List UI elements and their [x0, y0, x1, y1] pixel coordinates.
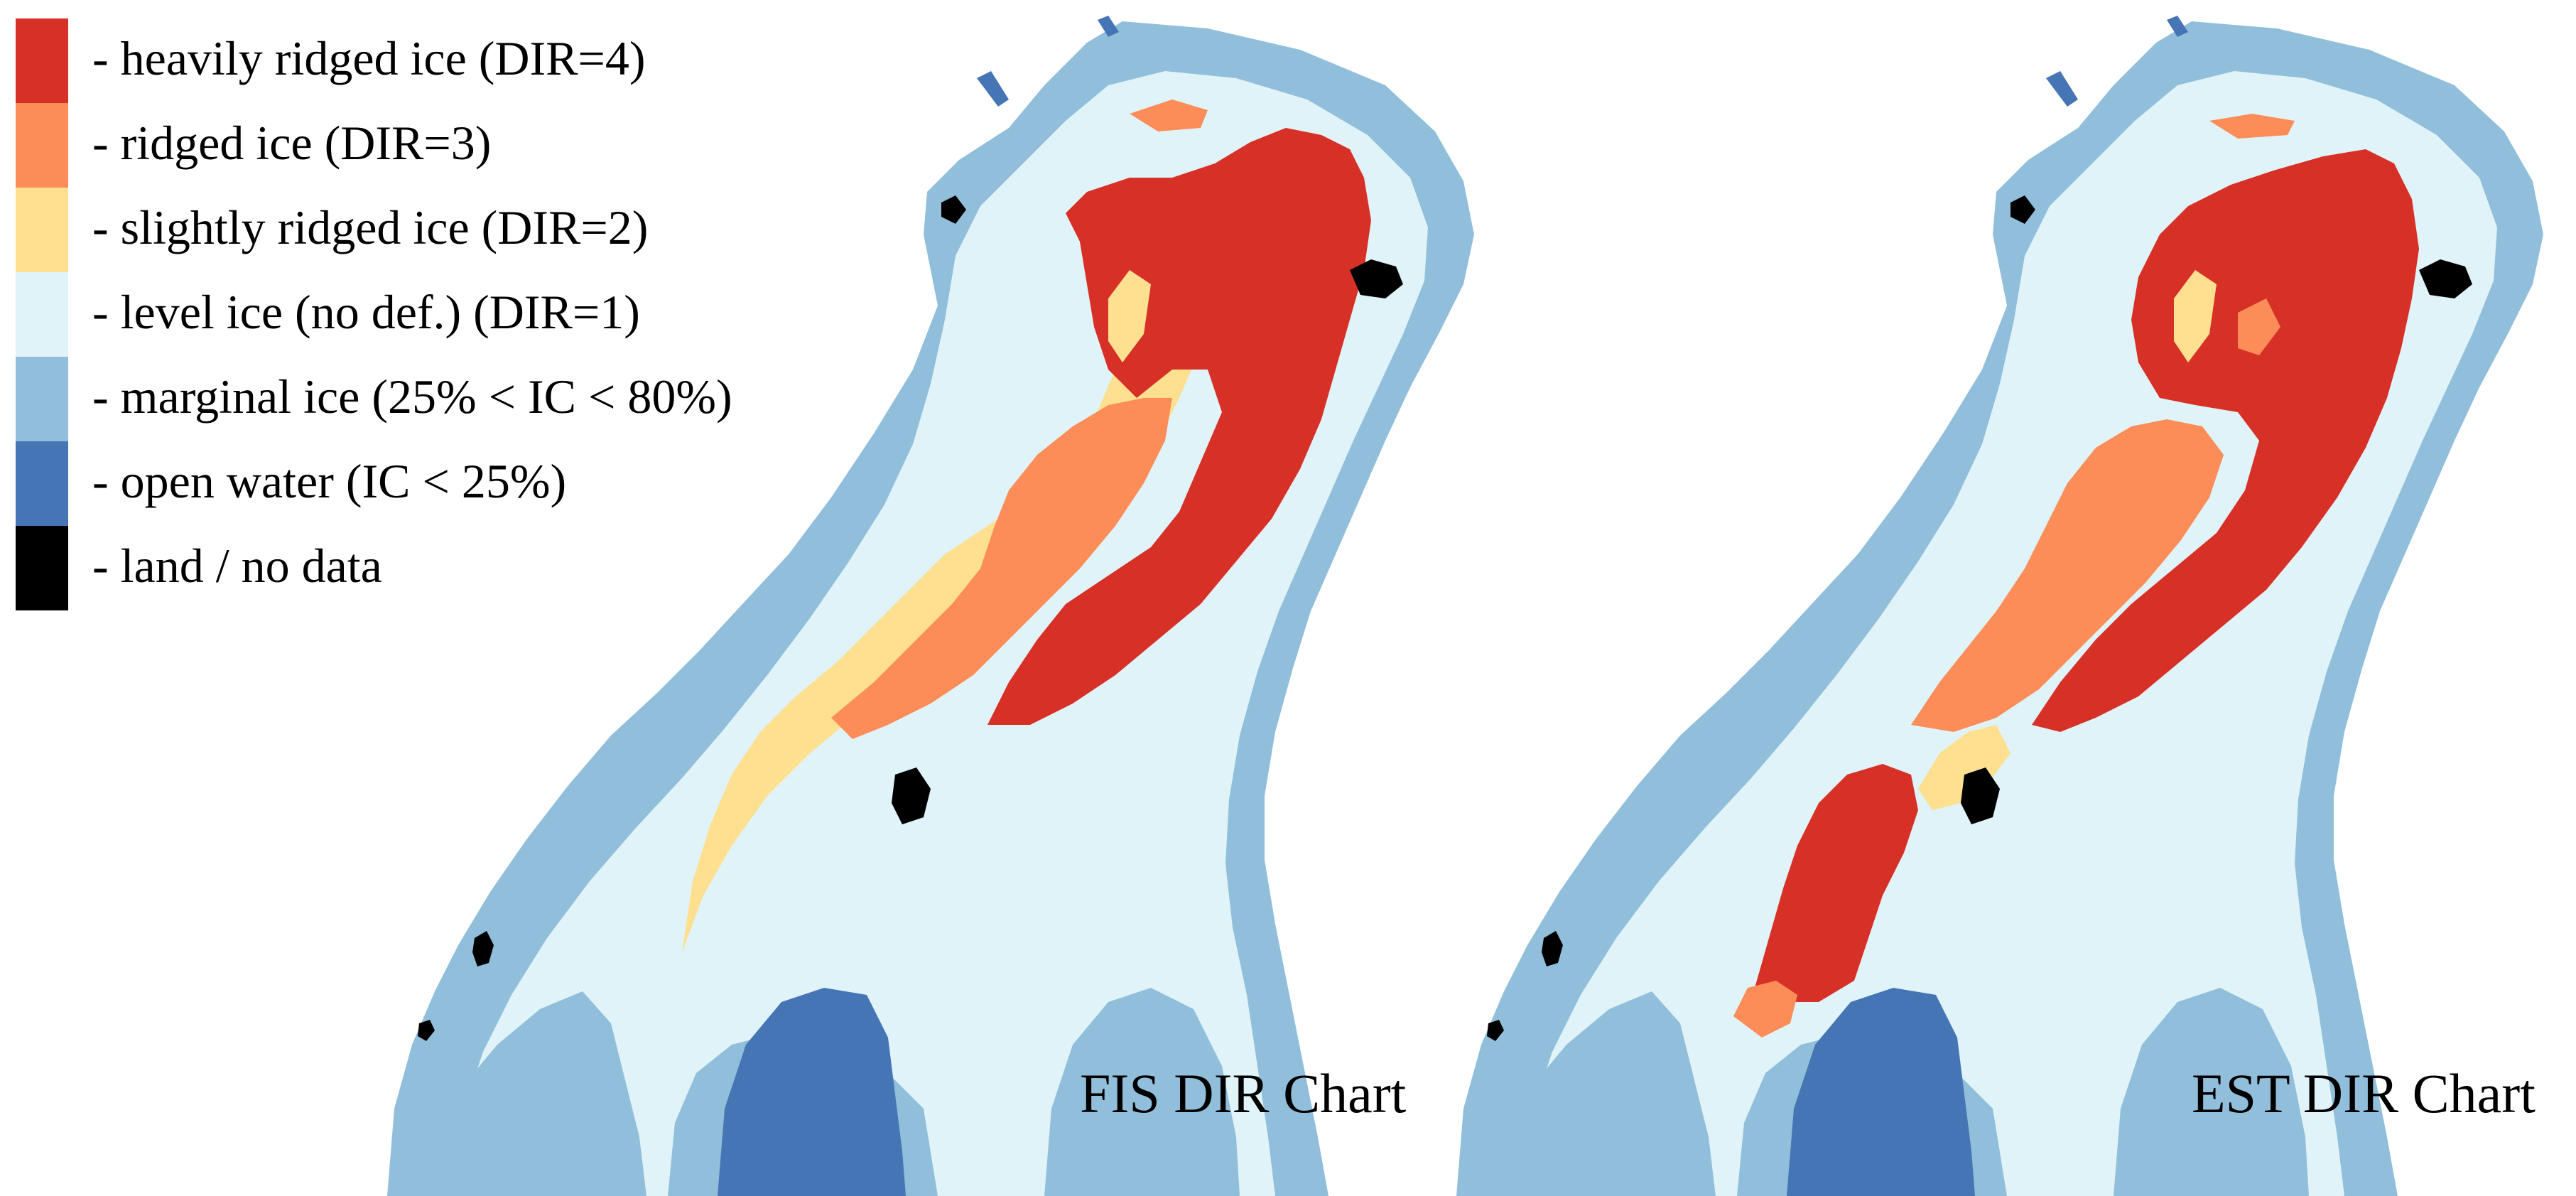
- legend-label-level: - level ice (no def.) (DIR=1): [92, 285, 640, 339]
- fis-land-patch-sw: [472, 931, 494, 966]
- est-open-water-north: [2046, 71, 2078, 107]
- legend-swatch-land: [16, 526, 68, 610]
- map-caption-est: EST DIR Chart: [2192, 1062, 2536, 1124]
- legend-swatch-marginal: [16, 357, 68, 441]
- fis-land-patch-mid: [892, 767, 931, 824]
- fis-land-patch-sw2: [418, 1020, 435, 1041]
- fis-open-water-north2: [1098, 16, 1119, 37]
- fis-ridged-ice: [831, 398, 1172, 739]
- est-ridged-ice: [1911, 419, 2224, 732]
- est-slightly-ridged-ice: [1918, 725, 2011, 810]
- est-heavily-ridged-ice: [2032, 149, 2419, 732]
- fis-yellow-streak-inner: [1108, 270, 1151, 362]
- est-land-patch-mid: [1961, 767, 2000, 824]
- est-yellow-streak-inner: [2174, 270, 2217, 362]
- est-open-water: [1787, 988, 1975, 1196]
- fis-land-patch-nw: [941, 195, 966, 224]
- fis-marginal-lobe-east: [1044, 988, 1240, 1196]
- fis-land-patch-ne: [1350, 259, 1403, 298]
- est-ridged-inner: [2238, 298, 2280, 355]
- est-heavily-ridged-south: [1755, 764, 1918, 1002]
- legend-swatch-level: [16, 272, 68, 357]
- est-land-patch-sw2: [1487, 1020, 1504, 1041]
- est-land-patch-ne: [2419, 259, 2472, 298]
- est-marginal-lobe-east: [2114, 988, 2309, 1196]
- fis-marginal-lobe-west: [398, 991, 646, 1196]
- map-est-dir: [1456, 16, 2543, 1196]
- fis-open-water: [718, 988, 906, 1196]
- fis-open-water-north: [977, 71, 1009, 107]
- est-ridged-south: [1733, 981, 1797, 1038]
- legend-swatch-open-water: [16, 441, 68, 526]
- legend-label-open-water: - open water (IC < 25%): [92, 454, 567, 508]
- legend-label-ridged: - ridged ice (DIR=3): [92, 116, 492, 170]
- map-caption-fis: FIS DIR Chart: [1080, 1062, 1407, 1124]
- legend-label-slightly-ridged: - slightly ridged ice (DIR=2): [92, 200, 649, 254]
- fis-heavily-ridged-ice: [987, 128, 1371, 725]
- est-land-patch-nw: [2011, 195, 2035, 224]
- est-ridged-ice-strip: [2209, 114, 2295, 139]
- legend-swatch-ridged: [16, 103, 68, 188]
- est-land-patch-sw: [1542, 931, 1563, 966]
- legend-label-marginal: - marginal ice (25% < IC < 80%): [92, 370, 732, 424]
- map-fis-dir: [387, 16, 1474, 1196]
- legend-label-heavily-ridged: - heavily ridged ice (DIR=4): [92, 31, 646, 85]
- fis-ridged-ice-strip: [1130, 99, 1208, 131]
- legend-swatch-slightly-ridged: [16, 188, 68, 272]
- legend-swatch-heavily-ridged: [16, 18, 68, 103]
- est-open-water-north2: [2167, 16, 2188, 37]
- legend-label-land: - land / no data: [92, 539, 382, 593]
- est-marginal-lobe-west: [1467, 991, 1716, 1196]
